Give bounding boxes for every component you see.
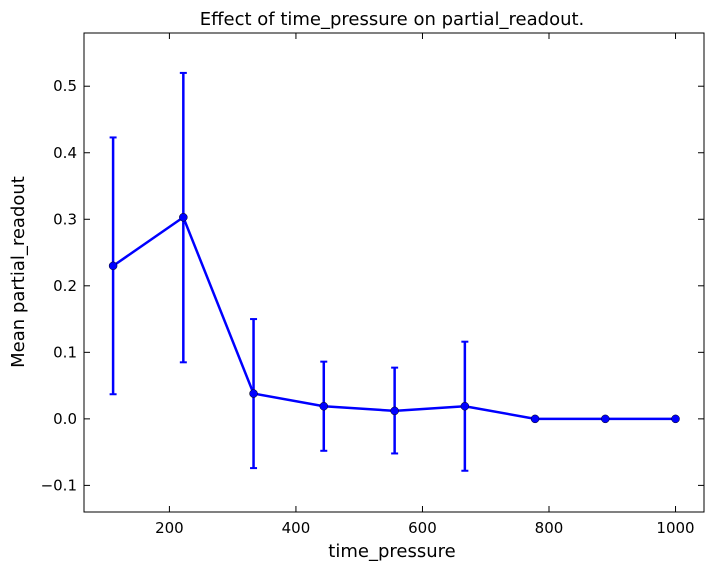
y-tick-label: 0.0 (53, 410, 77, 428)
data-point (179, 213, 188, 222)
data-point (601, 414, 610, 424)
y-tick-label: 0.3 (53, 210, 77, 228)
y-tick-label: 0.2 (53, 277, 77, 295)
x-tick-label: 200 (155, 519, 184, 537)
x-axis-title: time_pressure (328, 541, 455, 562)
data-point (390, 406, 399, 416)
x-tick-label: 1000 (656, 519, 694, 537)
y-tick-label: 0.1 (53, 343, 77, 361)
data-point (530, 414, 540, 424)
data-point (249, 389, 258, 398)
x-tick-label: 800 (535, 519, 564, 537)
y-axis-title: Mean partial_readout (8, 176, 29, 368)
data-point (671, 414, 680, 424)
chart-title: Effect of time_pressure on partial_reado… (200, 9, 585, 30)
x-tick-label: 600 (408, 519, 437, 537)
x-tick-label: 400 (282, 519, 311, 537)
data-point (460, 401, 470, 411)
y-tick-label: 0.5 (53, 77, 77, 95)
plot-area: 200 400 600 800 1000 −0.1 0.0 0.1 0.2 0.3 0.4 0.5 (41, 32, 705, 537)
y-tick-label: 0.4 (53, 144, 77, 162)
plot-frame (83, 32, 705, 513)
y-tick-label: −0.1 (41, 476, 77, 494)
data-point (319, 401, 329, 411)
data-point (108, 261, 118, 271)
